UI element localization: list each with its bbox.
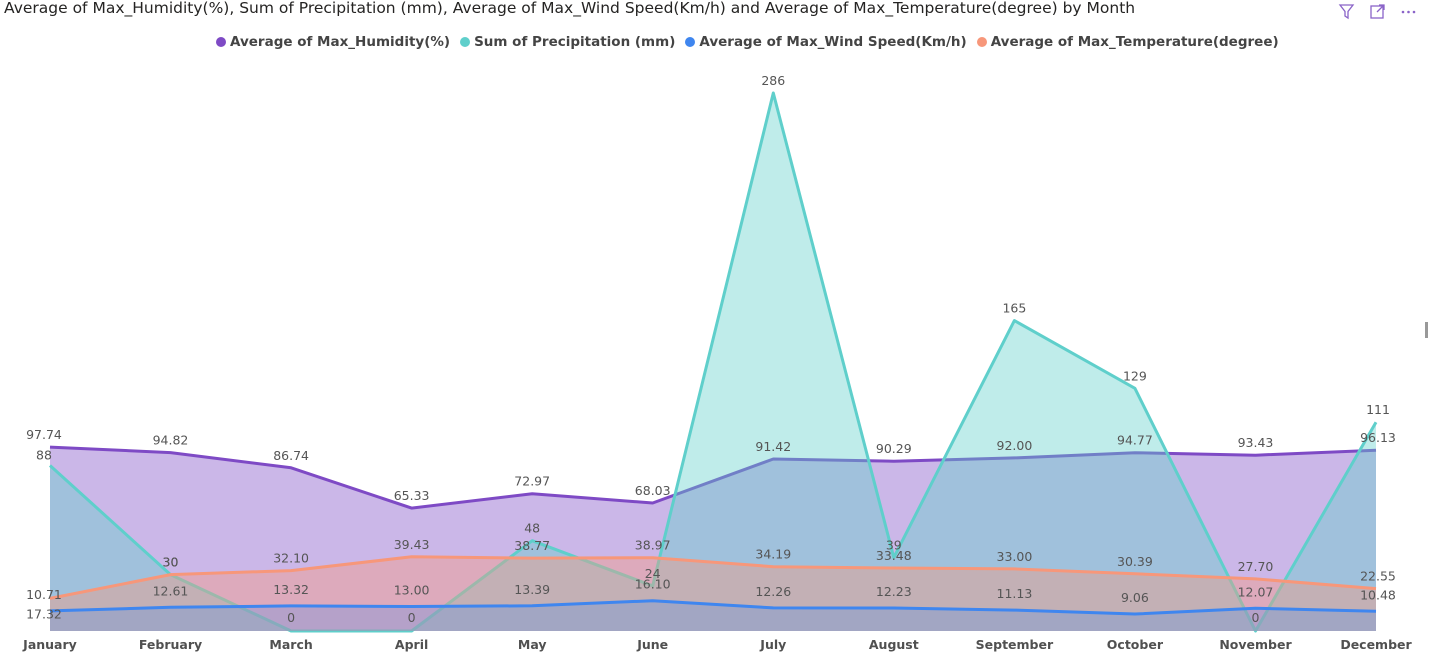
data-label-precipitation: 0 — [287, 610, 295, 625]
data-label-humidity: 93.43 — [1238, 435, 1274, 450]
x-tick-label: March — [269, 637, 312, 652]
data-label-wind: 9.06 — [1121, 590, 1149, 605]
data-label-humidity: 96.13 — [1360, 430, 1396, 445]
data-label-temperature: 27.70 — [1238, 559, 1274, 574]
data-label-humidity: 65.33 — [394, 488, 430, 503]
data-label-temperature: 39.43 — [394, 537, 430, 552]
data-label-temperature: 34.19 — [755, 547, 791, 562]
x-tick-label: May — [518, 637, 547, 652]
chart-legend: Average of Max_Humidity(%) Sum of Precip… — [216, 34, 1279, 50]
visual-toolbar — [1338, 3, 1417, 20]
data-label-precipitation: 129 — [1123, 368, 1147, 383]
data-label-wind: 12.07 — [1238, 584, 1274, 599]
data-label-temperature: 38.97 — [635, 538, 671, 553]
x-tick-label: June — [636, 637, 668, 652]
data-label-precipitation: 0 — [1252, 610, 1260, 625]
legend-item-wind[interactable]: Average of Max_Wind Speed(Km/h) — [685, 34, 967, 50]
area-wind — [50, 600, 1376, 631]
data-label-wind: 12.26 — [755, 584, 791, 599]
legend-item-humidity[interactable]: Average of Max_Humidity(%) — [216, 34, 450, 50]
x-tick-label: February — [139, 637, 202, 652]
data-label-precipitation: 165 — [1002, 301, 1026, 316]
legend-item-temperature[interactable]: Average of Max_Temperature(degree) — [976, 34, 1279, 50]
line-temperature — [49, 555, 1377, 600]
data-label-temperature: 33.00 — [997, 549, 1033, 564]
data-label-wind: 12.61 — [153, 583, 189, 598]
data-label-humidity: 92.00 — [997, 438, 1033, 453]
line-humidity — [49, 445, 1377, 510]
data-label-temperature: 30 — [163, 555, 179, 570]
legend-marker-precipitation — [460, 37, 471, 47]
x-tick-label: August — [869, 637, 919, 652]
legend-label-wind: Average of Max_Wind Speed(Km/h) — [699, 34, 967, 50]
line-wind — [49, 599, 1377, 616]
data-label-humidity: 68.03 — [635, 483, 671, 498]
data-label-temperature: 32.10 — [273, 551, 309, 566]
line-precipitation — [48, 91, 1378, 633]
x-tick-label: October — [1107, 637, 1164, 652]
legend-item-precipitation[interactable]: Sum of Precipitation (mm) — [460, 34, 675, 50]
data-label-wind: 11.13 — [997, 586, 1033, 601]
data-label-humidity: 94.82 — [153, 433, 189, 448]
data-label-temperature: 33.48 — [876, 548, 912, 563]
focus-mode-icon[interactable] — [1369, 3, 1386, 20]
scrollbar-handle[interactable] — [1425, 322, 1428, 338]
area-humidity — [50, 447, 1376, 631]
data-label-precipitation: 30 — [163, 555, 179, 570]
data-label-precipitation: 0 — [408, 610, 416, 625]
data-label-wind: 13.32 — [273, 582, 309, 597]
data-label-precipitation: 39 — [886, 538, 902, 553]
area-precipitation — [50, 93, 1376, 631]
legend-marker-wind — [685, 37, 696, 47]
legend-marker-temperature — [976, 37, 987, 47]
x-tick-label: April — [395, 637, 428, 652]
data-label-wind: 10.71 — [26, 587, 62, 602]
x-tick-label: September — [976, 637, 1054, 652]
data-label-humidity: 97.74 — [26, 427, 62, 442]
data-label-humidity: 91.42 — [755, 439, 791, 454]
x-tick-label: January — [22, 637, 77, 652]
legend-marker-humidity — [216, 37, 226, 47]
data-label-temperature: 38.77 — [514, 538, 550, 553]
filter-icon[interactable] — [1338, 3, 1355, 20]
legend-label-humidity: Average of Max_Humidity(%) — [230, 34, 451, 50]
data-label-precipitation: 286 — [761, 73, 785, 88]
data-label-temperature: 30.39 — [1117, 554, 1153, 569]
data-label-precipitation: 48 — [524, 521, 540, 536]
more-options-icon[interactable] — [1400, 3, 1417, 20]
data-label-humidity: 72.97 — [514, 474, 550, 489]
x-tick-label: December — [1340, 637, 1412, 652]
data-label-precipitation: 88 — [36, 448, 52, 463]
data-label-wind: 10.48 — [1360, 587, 1396, 602]
data-label-precipitation: 111 — [1366, 402, 1390, 417]
data-label-wind: 12.23 — [876, 584, 912, 599]
data-label-humidity: 90.29 — [876, 441, 912, 456]
x-tick-label: July — [759, 637, 786, 652]
data-label-wind: 13.39 — [514, 582, 550, 597]
data-label-wind: 16.10 — [635, 577, 671, 592]
chart-title: Average of Max_Humidity(%), Sum of Preci… — [4, 0, 1136, 17]
data-label-temperature: 22.55 — [1360, 569, 1396, 584]
data-label-temperature: 17.32 — [26, 606, 62, 621]
legend-label-temperature: Average of Max_Temperature(degree) — [990, 34, 1279, 50]
data-label-humidity: 86.74 — [273, 448, 309, 463]
data-label-humidity: 94.77 — [1117, 433, 1153, 448]
data-label-precipitation: 24 — [645, 566, 661, 581]
x-tick-label: November — [1219, 637, 1292, 652]
legend-label-precipitation: Sum of Precipitation (mm) — [474, 34, 676, 50]
data-label-wind: 13.00 — [394, 583, 430, 598]
